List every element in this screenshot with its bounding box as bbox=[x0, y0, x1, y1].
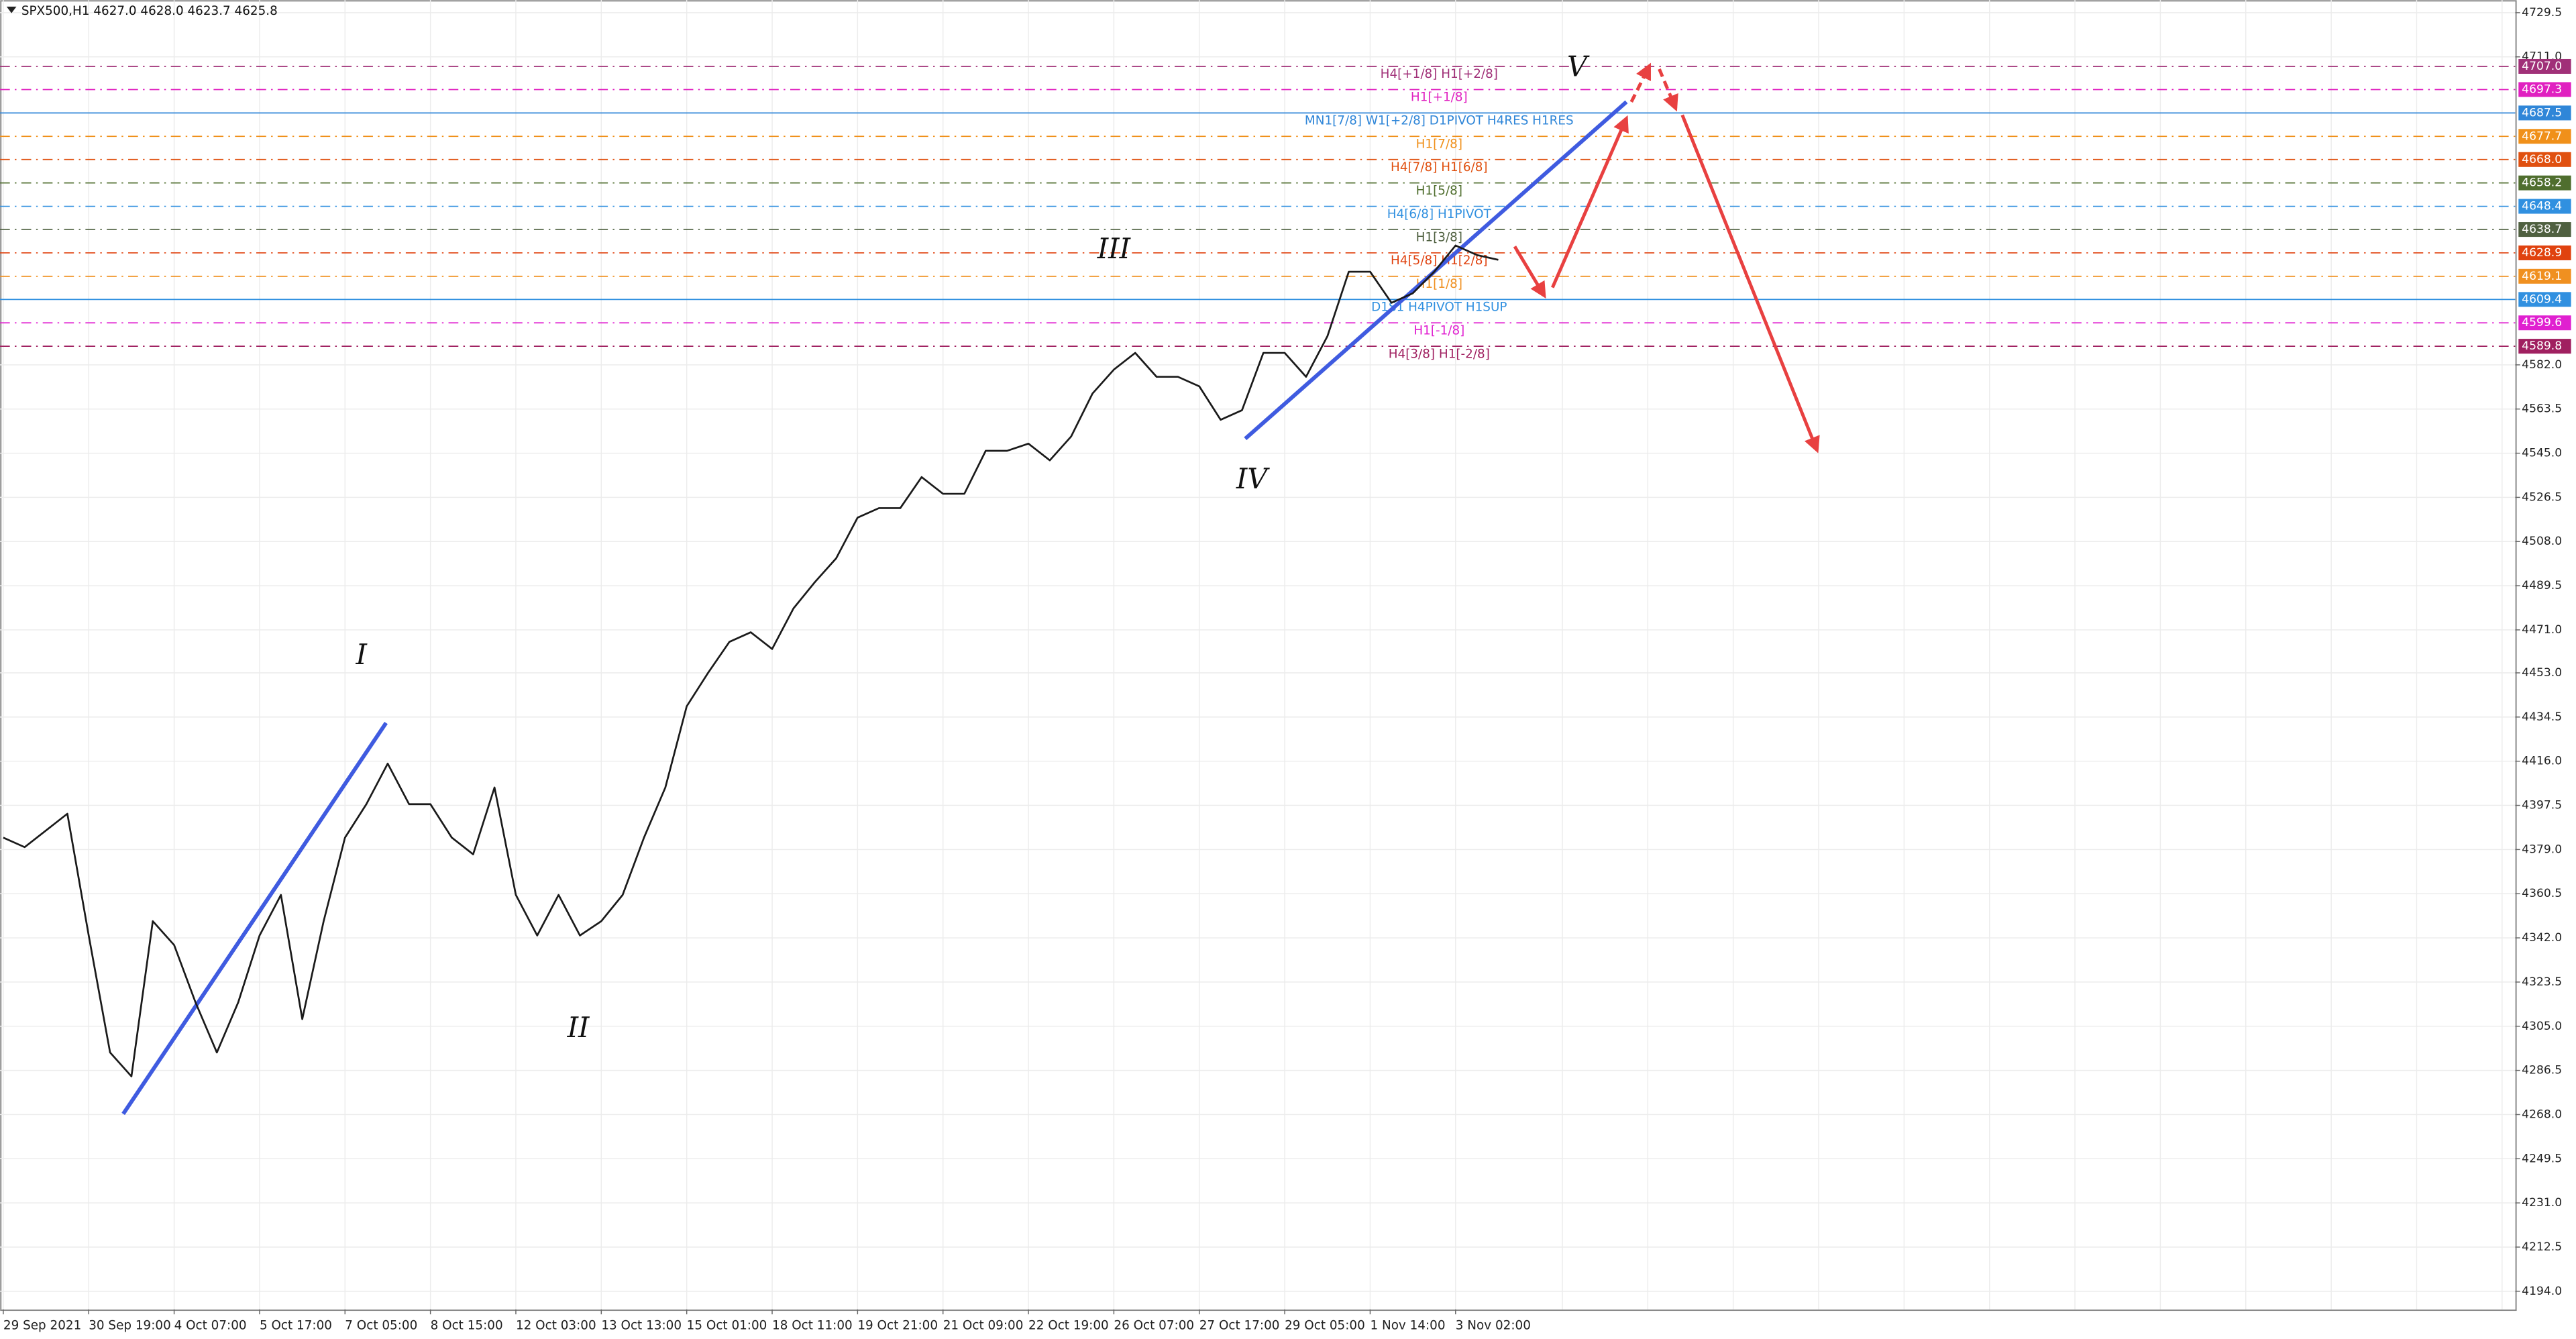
price-tag bbox=[2518, 58, 2571, 74]
arrow bbox=[1551, 115, 1629, 288]
y-tick-label: 4268.0 bbox=[2522, 1108, 2562, 1121]
grid bbox=[0, 0, 2516, 1309]
level-text: H4[3/8] H1[-2/8] bbox=[1389, 347, 1490, 361]
y-tick-label: 4212.5 bbox=[2522, 1240, 2562, 1254]
x-tick-label: 29 Oct 05:00 bbox=[1285, 1318, 1365, 1332]
chart-title: SPX500,H1 4627.0 4628.0 4623.7 4625.8 bbox=[21, 4, 278, 18]
level-text: MN1[7/8] W1[+2/8] D1PIVOT H4RES H1RES bbox=[1305, 114, 1574, 128]
price-tag-label: 4599.6 bbox=[2522, 316, 2562, 329]
price-tag-label: 4668.0 bbox=[2522, 153, 2562, 166]
y-tick-label: 4563.5 bbox=[2522, 403, 2562, 416]
x-tick-label: 18 Oct 11:00 bbox=[772, 1318, 853, 1332]
level-text: H1[-1/8] bbox=[1413, 323, 1464, 337]
level-text: H4[7/8] H1[6/8] bbox=[1391, 160, 1488, 174]
price-tag bbox=[2518, 129, 2571, 144]
y-tick-label: 4582.0 bbox=[2522, 358, 2562, 372]
y-tick-label: 4526.5 bbox=[2522, 490, 2562, 504]
y-tick-label: 4360.5 bbox=[2522, 887, 2562, 900]
wave-label: V bbox=[1567, 50, 1590, 83]
price-tag bbox=[2518, 292, 2571, 307]
price-tag bbox=[2518, 199, 2571, 214]
price-tag bbox=[2518, 245, 2571, 260]
x-tick-label: 15 Oct 01:00 bbox=[687, 1318, 767, 1332]
price-tag-label: 4697.3 bbox=[2522, 83, 2562, 97]
level-text: H1[3/8] bbox=[1416, 230, 1462, 244]
price-tag bbox=[2518, 315, 2571, 331]
level-text: H4[6/8] H1PIVOT bbox=[1387, 207, 1492, 221]
wave-label: III bbox=[1097, 232, 1132, 265]
price-tag-label: 4648.4 bbox=[2522, 200, 2562, 213]
price-line bbox=[3, 244, 1499, 1077]
level-text: H4[+1/8] H1[+2/8] bbox=[1381, 67, 1498, 81]
x-tick-label: 27 Oct 17:00 bbox=[1199, 1318, 1280, 1332]
x-tick-label: 3 Nov 02:00 bbox=[1456, 1318, 1531, 1332]
x-tick-label: 30 Sep 19:00 bbox=[89, 1318, 171, 1332]
price-tag bbox=[2518, 105, 2571, 121]
price-tag-label: 4677.7 bbox=[2522, 129, 2562, 143]
x-tick-label: 7 Oct 05:00 bbox=[345, 1318, 417, 1332]
x-tick-label: 4 Oct 07:00 bbox=[174, 1318, 247, 1332]
y-tick-label: 4471.0 bbox=[2522, 623, 2562, 637]
price-tag-label: 4628.9 bbox=[2522, 246, 2562, 260]
level-text: H1[5/8] bbox=[1416, 184, 1462, 198]
price-tag-label: 4707.0 bbox=[2522, 60, 2562, 73]
price-tag bbox=[2518, 175, 2571, 191]
arrow bbox=[1680, 114, 1820, 453]
x-tick-label: 1 Nov 14:00 bbox=[1370, 1318, 1445, 1332]
y-tick-label: 4453.0 bbox=[2522, 666, 2562, 680]
price-tag bbox=[2518, 339, 2571, 354]
plot-frame bbox=[0, 0, 2517, 1311]
price-tag bbox=[2518, 268, 2571, 284]
y-tick-label: 4416.0 bbox=[2522, 755, 2562, 768]
x-tick-label: 8 Oct 15:00 bbox=[431, 1318, 503, 1332]
y-tick-label: 4379.0 bbox=[2522, 843, 2562, 856]
level-text: H1[1/8] bbox=[1416, 277, 1462, 291]
price-tag-label: 4658.2 bbox=[2522, 176, 2562, 190]
wave-label: I bbox=[356, 638, 368, 671]
y-tick-label: 4508.0 bbox=[2522, 535, 2562, 548]
y-tick-label: 4286.5 bbox=[2522, 1064, 2562, 1077]
menu-arrow[interactable] bbox=[6, 6, 17, 13]
price-tag-label: 4589.8 bbox=[2522, 339, 2562, 353]
y-tick-label: 4249.5 bbox=[2522, 1152, 2562, 1165]
wave-label: II bbox=[567, 1011, 590, 1044]
level-text: H1[+1/8] bbox=[1411, 91, 1468, 105]
x-tick-label: 29 Sep 2021 bbox=[3, 1318, 81, 1332]
price-tag bbox=[2518, 82, 2571, 97]
level-text: D1S1 H4PIVOT H1SUP bbox=[1371, 301, 1507, 315]
arrow bbox=[1513, 246, 1546, 299]
y-tick-label: 4397.5 bbox=[2522, 799, 2562, 812]
y-tick-label: 4342.0 bbox=[2522, 931, 2562, 945]
trend-line bbox=[121, 721, 388, 1116]
price-tag-label: 4619.1 bbox=[2522, 270, 2562, 283]
arrow bbox=[1629, 62, 1651, 103]
price-tag-label: 4638.7 bbox=[2522, 223, 2562, 236]
x-tick-label: 21 Oct 09:00 bbox=[943, 1318, 1024, 1332]
y-tick-label: 4434.5 bbox=[2522, 710, 2562, 724]
price-tag-label: 4687.5 bbox=[2522, 106, 2562, 119]
y-tick-label: 4194.0 bbox=[2522, 1285, 2562, 1298]
y-tick-label: 4489.5 bbox=[2522, 579, 2562, 592]
level-text: H4[5/8] H1[2/8] bbox=[1391, 254, 1488, 268]
x-tick-label: 19 Oct 21:00 bbox=[857, 1318, 938, 1332]
x-tick-label: 12 Oct 03:00 bbox=[516, 1318, 596, 1332]
y-tick-label: 4729.5 bbox=[2522, 6, 2562, 19]
price-tag bbox=[2518, 222, 2571, 237]
y-tick-label: 4231.0 bbox=[2522, 1196, 2562, 1210]
y-tick-label: 4305.0 bbox=[2522, 1020, 2562, 1033]
x-tick-label: 5 Oct 17:00 bbox=[260, 1318, 332, 1332]
y-tick-label: 4545.0 bbox=[2522, 447, 2562, 460]
price-tag bbox=[2518, 152, 2571, 167]
y-tick-label: 4323.5 bbox=[2522, 975, 2562, 989]
wave-label: IV bbox=[1236, 462, 1270, 495]
x-tick-label: 13 Oct 13:00 bbox=[601, 1318, 682, 1332]
x-tick-label: 26 Oct 07:00 bbox=[1114, 1318, 1194, 1332]
price-tag-label: 4609.4 bbox=[2522, 292, 2562, 306]
x-tick-label: 22 Oct 19:00 bbox=[1028, 1318, 1109, 1332]
level-text: H1[7/8] bbox=[1416, 138, 1462, 152]
levels: H4[+1/8] H1[+2/8] H1[+1/8] MN1[7/8] W1[+2/… bbox=[0, 66, 2516, 361]
